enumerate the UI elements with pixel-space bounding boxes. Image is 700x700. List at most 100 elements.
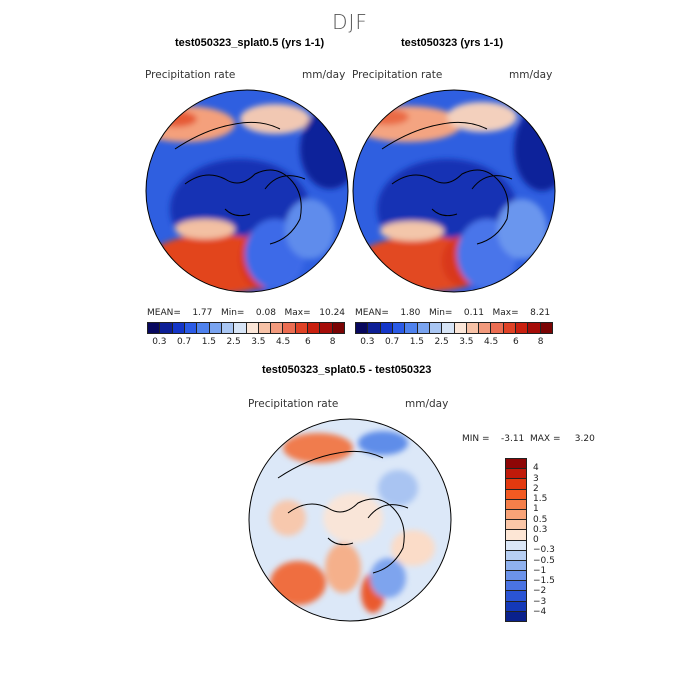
diff-polar-map	[248, 418, 452, 622]
left-colorbar-swatch	[172, 323, 185, 333]
right-colorbar-swatch	[540, 323, 552, 333]
left-colorbar-swatch	[246, 323, 259, 333]
diff-colorbar-swatch	[506, 520, 526, 531]
left-colorbar-tick-label: 1.5	[201, 337, 217, 347]
right-units-label: mm/day	[509, 69, 553, 81]
right-colorbar-tick-label: 0.3	[360, 337, 375, 347]
left-colorbar-tick-label: 0.3	[152, 337, 167, 347]
right-colorbar-swatch	[466, 323, 480, 333]
left-colorbar-swatch	[271, 323, 284, 333]
season-title: DJF	[332, 10, 368, 34]
right-colorbar-swatch	[479, 323, 492, 333]
right-colorbar-tick-label: 6	[513, 337, 519, 347]
diff-colorbar-swatch	[506, 560, 526, 572]
right-variable-label: Precipitation rate	[352, 69, 443, 81]
diff-stats: MIN = -3.11 MAX = 3.20	[462, 434, 595, 444]
left-colorbar-swatch	[197, 323, 210, 333]
right-colorbar-ticks: 0.3 0.7 1.5 2.5 3.5 4.5 6 8	[355, 337, 553, 349]
left-colorbar-swatch	[295, 323, 309, 333]
diff-colorbar-swatch	[506, 469, 526, 480]
right-panel-title: test050323 (yrs 1-1)	[401, 37, 504, 49]
left-colorbar-tick-label: 0.7	[176, 337, 192, 347]
left-colorbar-swatch	[258, 323, 272, 333]
left-colorbar	[147, 322, 345, 334]
left-stats: MEAN= 1.77 Min= 0.08 Max= 10.24	[147, 308, 346, 318]
left-colorbar-tick-label: 2.5	[226, 337, 241, 347]
diff-colorbar-swatch	[506, 581, 526, 592]
right-colorbar-swatch	[491, 323, 504, 333]
right-colorbar-tick-label: 8	[537, 337, 544, 347]
right-colorbar-swatch	[516, 323, 529, 333]
right-colorbar-tick-label: 3.5	[459, 337, 474, 347]
diff-colorbar-tick-label: 0.3	[533, 524, 548, 535]
diff-colorbar-swatch	[506, 530, 526, 541]
diff-panel-title: test050323_splat0.5 - test050323	[262, 364, 432, 376]
right-colorbar-swatch	[368, 323, 381, 333]
diff-colorbar	[505, 458, 527, 622]
left-panel-title: test050323_splat0.5 (yrs 1-1)	[175, 37, 325, 49]
diff-colorbar-swatch	[506, 499, 526, 510]
diff-colorbar-swatch	[506, 540, 526, 551]
left-colorbar-swatch	[160, 323, 173, 333]
left-colorbar-swatch	[320, 323, 333, 333]
left-colorbar-swatch	[209, 323, 222, 333]
right-colorbar-swatch	[429, 323, 443, 333]
diff-colorbar-tick-label: −3	[533, 596, 547, 607]
left-colorbar-tick-label: 6	[305, 337, 311, 347]
left-colorbar-swatch	[221, 323, 235, 333]
diff-colorbar-tick-label: −0.3	[533, 545, 555, 556]
left-colorbar-ticks: 0.3 0.7 1.5 2.5 3.5 4.5 6 8	[147, 337, 345, 349]
left-colorbar-swatch	[234, 323, 247, 333]
diff-colorbar-tick-label: 3	[533, 473, 539, 484]
diff-colorbar-tick-label: −4	[533, 606, 547, 617]
right-stats: MEAN= 1.80 Min= 0.11 Max= 8.21	[355, 308, 551, 318]
right-colorbar-swatch	[442, 323, 455, 333]
left-colorbar-tick-label: 4.5	[275, 337, 291, 347]
diff-colorbar-swatch	[506, 509, 526, 521]
diff-colorbar-swatch	[506, 459, 526, 470]
diff-colorbar-tick-label: 0	[533, 535, 539, 545]
diff-units-label: mm/day	[405, 398, 449, 410]
right-colorbar-tick-label: 1.5	[409, 337, 425, 347]
right-colorbar-tick-label: 4.5	[483, 337, 499, 347]
right-colorbar-swatch	[528, 323, 541, 333]
right-colorbar-swatch	[454, 323, 467, 333]
left-colorbar-swatch	[283, 323, 296, 333]
diff-colorbar-tick-label: 1.5	[533, 494, 548, 504]
right-colorbar-swatch	[503, 323, 517, 333]
diff-colorbar-swatch	[506, 611, 526, 621]
right-colorbar	[355, 322, 553, 334]
left-colorbar-swatch	[308, 323, 321, 333]
right-colorbar-swatch	[417, 323, 430, 333]
right-colorbar-swatch	[405, 323, 418, 333]
diff-colorbar-tick-label: −1	[533, 565, 547, 576]
right-polar-map	[352, 89, 556, 293]
right-colorbar-tick-label: 0.7	[384, 337, 400, 347]
diff-colorbar-swatch	[506, 550, 526, 561]
left-colorbar-swatch	[184, 323, 198, 333]
left-colorbar-tick-label: 8	[329, 337, 336, 347]
diff-colorbar-swatch	[506, 591, 526, 602]
right-colorbar-swatch	[380, 323, 393, 333]
diff-colorbar-ticks: 4 3 2 1.5 1 0.5 0.3 0 −0.3 −0.5 −1 −1.5 −2 −3 −4	[533, 458, 593, 622]
left-colorbar-tick-label: 3.5	[251, 337, 266, 347]
diff-colorbar-tick-label: 0.5	[533, 514, 548, 525]
diff-colorbar-tick-label: 2	[533, 483, 539, 494]
diff-colorbar-tick-label: −2	[533, 586, 547, 597]
diff-colorbar-tick-label: −0.5	[533, 555, 555, 566]
diff-colorbar-swatch	[506, 489, 526, 500]
right-colorbar-swatch	[392, 323, 406, 333]
left-units-label: mm/day	[302, 69, 346, 81]
left-polar-map	[145, 89, 349, 293]
left-variable-label: Precipitation rate	[145, 69, 236, 81]
right-colorbar-tick-label: 2.5	[434, 337, 449, 347]
left-colorbar-swatch	[148, 323, 161, 333]
diff-colorbar-swatch	[506, 479, 526, 490]
diff-colorbar-tick-label: 4	[533, 463, 539, 474]
diff-variable-label: Precipitation rate	[248, 398, 339, 410]
left-colorbar-swatch	[332, 323, 344, 333]
diff-colorbar-swatch	[506, 601, 526, 612]
diff-colorbar-swatch	[506, 571, 526, 582]
right-colorbar-swatch	[356, 323, 369, 333]
diff-colorbar-tick-label: −1.5	[533, 576, 555, 586]
